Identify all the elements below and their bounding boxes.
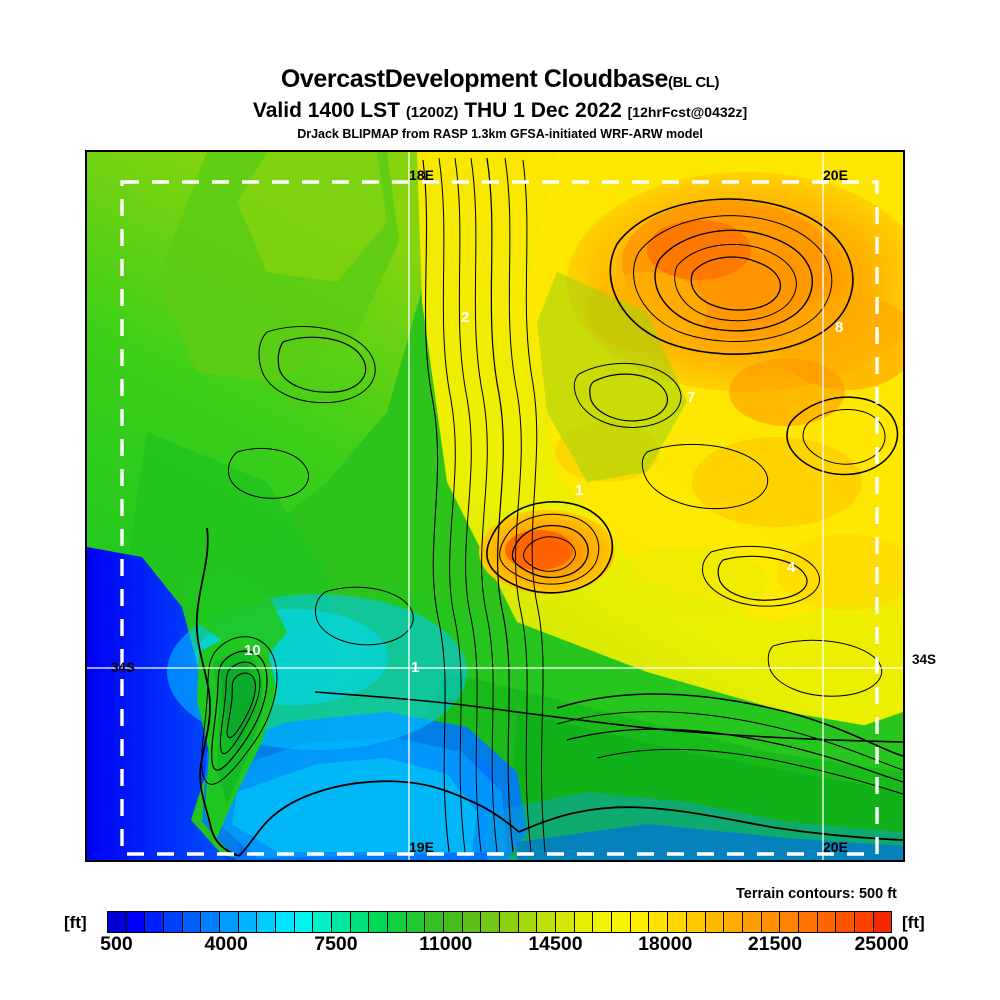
colorbar-cell [853,911,874,933]
latitude-label-right: 34S [912,652,937,667]
terrain-contour-note: Terrain contours: 500 ft [736,886,897,902]
colorbar-cell [200,911,221,933]
colorbar-cell [293,911,314,933]
contour-value-label: 4 [787,559,796,576]
forecast-hour-text: [12hrFcst@0432z] [627,104,748,120]
colorbar-cell [405,911,426,933]
colorbar-cell [275,911,295,933]
colorbar-cell [648,911,669,933]
colorbar-cell [685,911,706,933]
colorbar-cell [517,911,538,933]
latitude-label-left: 34S [111,660,136,675]
grid-coordinate-label: 18E [409,167,434,183]
colorbar-cell [181,911,202,933]
title-main-suffix: (BL CL) [668,74,720,91]
colorbar-cell [443,911,463,933]
colorbar-cell [741,911,762,933]
colorbar-cell [779,911,799,933]
colorbar-cell [723,911,743,933]
colorbar-tick-label: 18000 [638,933,693,955]
colorbar-tick-labels: 500 4000 7500 11000 14500 18000 21500 25000 [100,933,909,957]
colorbar-cell [499,911,519,933]
contour-value-label: 1 [575,482,583,499]
colorbar-tick-label: 4000 [204,933,248,955]
colorbar-tick-label: 14500 [528,933,583,955]
grid-label-group: 18E 20E 19E 20E [409,167,848,855]
colorbar-cell [461,911,482,933]
colorbar-cell [536,911,557,933]
colorbar-cell [816,911,837,933]
colorbar-cell [629,911,650,933]
colorbar-cell [125,911,146,933]
colorbar-cell [387,911,407,933]
colorbar-cell [704,911,725,933]
region-yellow-patch-1 [607,546,767,618]
ocean-bay-inner [232,758,477,852]
contour-value-label: 8 [835,319,843,336]
coastal-fringe-north [183,572,287,657]
colorbar-cell [312,911,333,933]
colorbar-cell [144,911,165,933]
region-south-green-deep [507,712,903,860]
region-orange-patch-3 [692,437,862,527]
title-main-text: OvercastDevelopment Cloudbase [280,65,669,93]
region-orange-patch-4 [777,534,903,610]
colorbar-cell [573,911,594,933]
colorbar-cell [760,911,781,933]
title-block: OvercastDevelopment Cloudbase(BL CL) Val… [0,0,1000,141]
colorbar-cell [797,911,818,933]
colorbar-cell [872,911,893,933]
page-title: OvercastDevelopment Cloudbase(BL CL) [0,66,1000,96]
colorbar-cell [163,911,183,933]
model-domain-boundary [120,180,879,856]
colorbar-cell [368,911,389,933]
colorbar-tick-label: 11000 [419,933,473,955]
map-gridlines [87,152,903,860]
colorbar-tick-label: 7500 [314,933,358,955]
colorbar-cell [611,911,631,933]
ocean-south-coast-deep [517,824,903,860]
colorbar-tick-label: 500 [100,933,133,955]
valid-time-text: Valid 1400 LST [252,99,400,122]
colorbar-tick-label: 21500 [747,933,803,955]
grid-coordinate-label: 20E [823,167,848,183]
colorbar-cell [107,911,127,933]
terrain-contour-layer [195,157,903,857]
colorbar-cell [331,911,351,933]
colorbar-cell [555,911,575,933]
model-source-text: DrJack BLIPMAP from RASP 1.3km GFSA-init… [297,127,703,141]
colorbar-cell [592,911,613,933]
colorbar-cell [219,911,239,933]
region-hot-ne-south [729,358,845,426]
grid-coordinate-label: 20E [823,839,848,855]
colorbar-tick-label: 25000 [854,933,909,955]
colorbar-cell [835,911,855,933]
region-nw-ridge [237,152,387,282]
grid-coordinate-label: 19E [409,839,434,855]
colorbar-cell [349,911,370,933]
title-valid-line: Valid 1400 LST (1200Z) THU 1 Dec 2022 [1… [0,99,1000,124]
colorbar-unit-right: [ft] [902,913,925,932]
colorbar-swatches [107,911,893,933]
region-green-valley [537,272,687,482]
colorbar-cell [480,911,501,933]
colorbar-cell [256,911,277,933]
colorbar-cell [237,911,258,933]
contour-value-label: 7 [687,389,695,406]
contour-value-label: 1 [411,659,419,676]
colorbar-legend: [ft] [ft] 500 4000 7500 11000 14500 18000 2150… [0,906,1000,956]
contour-value-label: 2 [461,309,469,326]
colorbar-cell [667,911,687,933]
cape-peninsula-peak [221,660,255,750]
valid-date-text: THU 1 Dec 2022 [464,99,622,122]
weather-map[interactable]: 18E 20E 19E 20E 10 4 8 1 2 7 1 [85,150,905,862]
contour-value-label: 10 [244,642,261,659]
valid-time-utc: (1200Z) [405,104,459,121]
region-hot-central-peak [505,530,573,570]
colorbar-unit-left: [ft] [64,913,87,932]
colorbar-cell [424,911,445,933]
